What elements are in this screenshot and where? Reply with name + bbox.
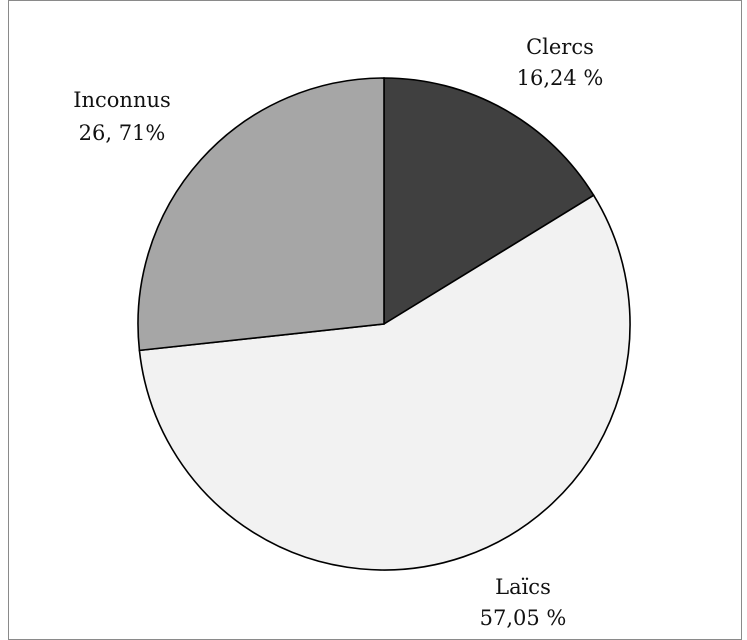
pie-slice-clercs xyxy=(383,77,595,326)
label-clercs-percent: 16,24 % xyxy=(517,66,604,90)
label-inconnus-name: Inconnus xyxy=(73,88,171,112)
label-clercs-name: Clercs xyxy=(526,35,594,59)
label-laics-percent: 57,05 % xyxy=(480,606,567,630)
pie-slices xyxy=(137,77,631,571)
label-inconnus-percent: 26, 71% xyxy=(79,121,166,145)
label-laics-name: Laïcs xyxy=(495,575,551,599)
pie-slice-inconnus xyxy=(137,77,385,352)
pie-slice-la-cs xyxy=(138,194,631,571)
